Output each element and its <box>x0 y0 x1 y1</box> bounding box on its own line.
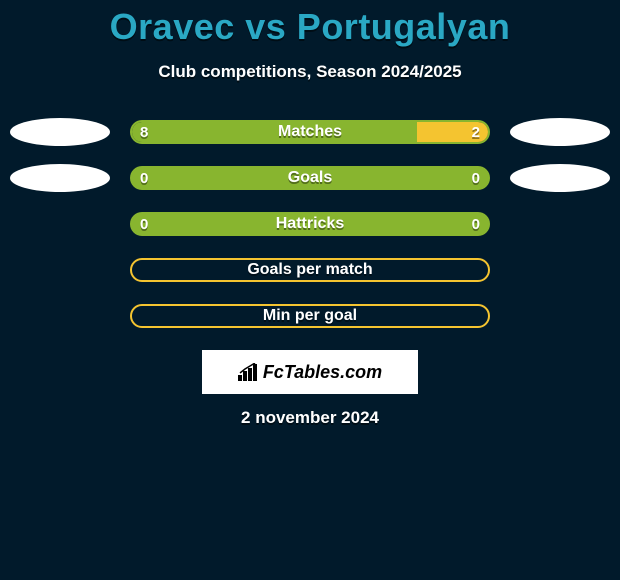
player-left-ellipse <box>10 164 110 192</box>
stat-bar: 82Matches <box>130 120 490 144</box>
player-right-ellipse <box>510 118 610 146</box>
page-subtitle: Club competitions, Season 2024/2025 <box>0 62 620 82</box>
stat-label: Matches <box>132 122 488 142</box>
stat-row: Min per goal <box>10 304 610 328</box>
stat-bar: Goals per match <box>130 258 490 282</box>
stat-row: Goals per match <box>10 258 610 282</box>
player-right-ellipse <box>510 164 610 192</box>
chart-icon <box>238 363 260 381</box>
brand-label: FcTables.com <box>238 362 382 383</box>
stat-row: 00Goals <box>10 166 610 190</box>
brand-text: FcTables.com <box>263 362 382 383</box>
stat-bar: Min per goal <box>130 304 490 328</box>
player-left-ellipse <box>10 118 110 146</box>
page-title: Oravec vs Portugalyan <box>0 0 620 48</box>
stat-label: Min per goal <box>132 306 488 326</box>
stat-bar: 00Goals <box>130 166 490 190</box>
stat-label: Goals per match <box>132 260 488 280</box>
date-label: 2 november 2024 <box>0 408 620 428</box>
stat-label: Goals <box>132 168 488 188</box>
brand-box: FcTables.com <box>202 350 418 394</box>
stats-rows: 82Matches 00Goals 00Hattricks Goals per mat… <box>0 120 620 328</box>
stat-row: 82Matches <box>10 120 610 144</box>
stat-row: 00Hattricks <box>10 212 610 236</box>
stat-bar: 00Hattricks <box>130 212 490 236</box>
stat-label: Hattricks <box>132 214 488 234</box>
